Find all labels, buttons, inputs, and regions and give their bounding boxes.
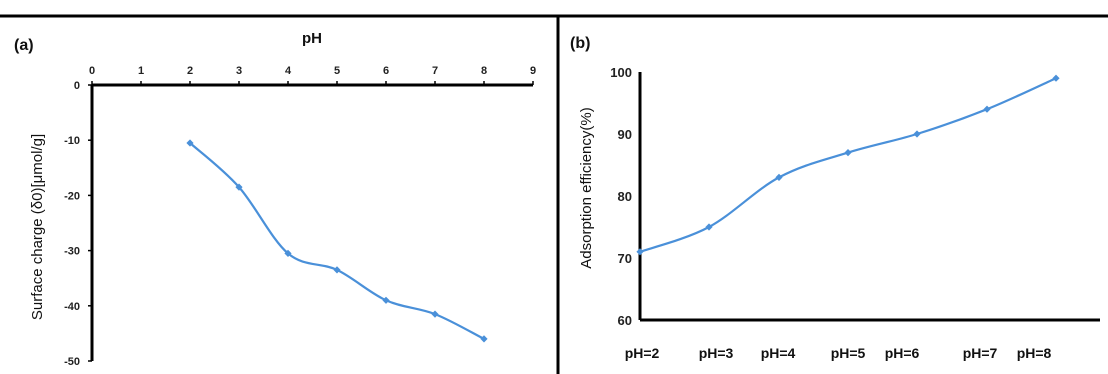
panel-a-data-point [284,249,292,257]
panel-a-x-tick-label: 8 [481,65,487,77]
panel-a-x-tick-label: 5 [334,65,340,77]
panel-b-category-label: pH=8 [1017,345,1052,361]
panel-a-x-tick-label: 7 [432,65,438,77]
panel-b-data-point [636,248,644,256]
panel-a-x-tick-label: 4 [285,65,292,77]
panel-a-x-tick-label: 0 [89,65,95,77]
panel-a-y-tick-label: 0 [74,80,80,92]
panel-a-y-tick-label: -50 [64,356,80,368]
panel-a-x-tick-label: 3 [236,65,242,77]
panel-a-data-point [431,310,439,318]
panel-a-y-tick-label: -30 [64,246,80,258]
panel-b-series-line [639,77,1057,253]
panel-b-points [636,74,1060,256]
panel-a-y-tick-label: -40 [64,301,80,313]
panel-a-x-tick-label: 2 [187,65,193,77]
panel-b-y-tick-label: 80 [618,189,632,204]
panel-b: (b) Adsorption efficiency(%) 100 90 80 70 60… [570,35,1100,361]
panel-a-y-tick-label: -20 [64,190,80,202]
panel-a: (a) pH Surface charge (δ0)[μmol/g] 0 1 2 3 4… [14,30,536,368]
panel-b-y-tick-label: 70 [618,251,632,266]
panel-b-x-categories: pH=2 pH=3 pH=4 pH=5 pH=6 pH=7 pH=8 [625,345,1052,361]
panel-b-category-label: pH=2 [625,345,660,361]
panel-b-category-label: pH=3 [699,345,734,361]
panel-a-x-axis-title: pH [302,30,322,47]
panel-b-category-label: pH=4 [761,345,796,361]
panel-b-y-tick-label: 100 [610,65,632,80]
panel-a-data-point [186,139,194,147]
panel-b-y-ticks: 100 90 80 70 60 [610,65,632,328]
panel-a-data-point [480,335,488,343]
panel-b-data-point [1052,74,1060,82]
panel-b-label: (b) [570,35,590,52]
panel-b-data-point [913,130,921,138]
panel-b-data-point [844,149,852,157]
panel-a-y-tick-label: -10 [64,135,80,147]
panel-b-y-tick-label: 90 [618,127,632,142]
panel-b-data-point [983,105,991,113]
panel-a-y-axis-title: Surface charge (δ0)[μmol/g] [29,134,46,320]
panel-b-category-label: pH=6 [885,345,920,361]
panel-a-series-line [189,142,485,340]
panel-b-y-tick-label: 60 [618,313,632,328]
panel-a-y-ticks: 0 -10 -20 -30 -40 -50 [64,80,92,368]
panel-b-y-axis-title: Adsorption efficiency(%) [578,107,595,268]
panel-b-data-point [775,173,783,181]
panel-a-data-point [235,183,243,191]
panel-a-x-tick-label: 9 [530,65,536,77]
panel-a-x-tick-label: 1 [138,65,144,77]
panel-a-data-point [333,266,341,274]
panel-a-data-point [382,296,390,304]
panel-a-x-tick-label: 6 [383,65,389,77]
panel-b-category-label: pH=5 [831,345,866,361]
panel-a-x-ticks: 0 1 2 3 4 5 6 7 8 9 [89,65,536,85]
panel-b-category-label: pH=7 [963,345,998,361]
panel-b-data-point [705,223,713,231]
panel-a-label: (a) [14,37,34,54]
panel-a-points [186,139,488,343]
